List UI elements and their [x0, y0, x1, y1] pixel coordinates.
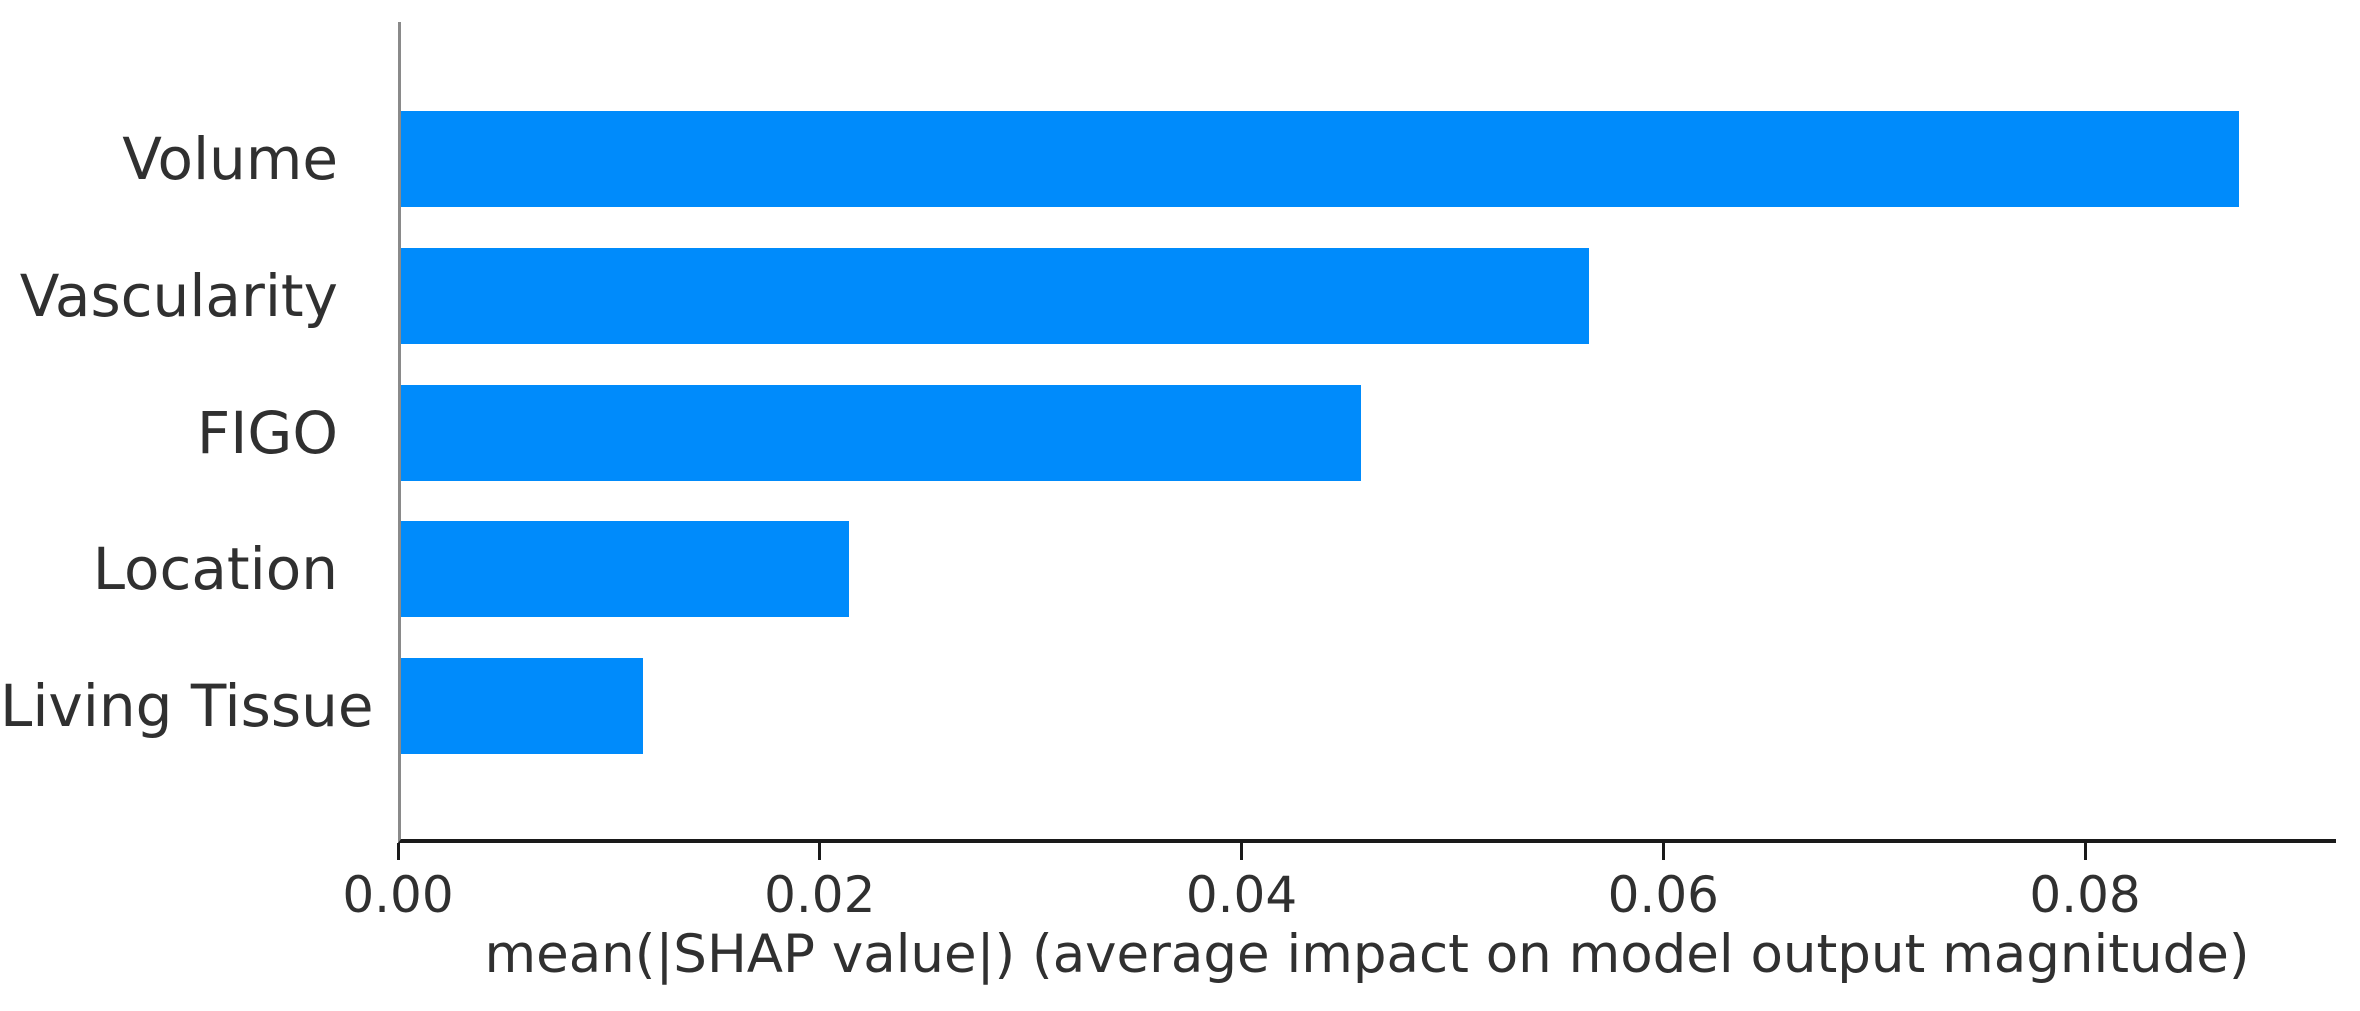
- y-tick-label: Vascularity: [19, 261, 338, 330]
- x-tick-mark: [818, 843, 822, 860]
- y-tick-label: Location: [92, 535, 338, 604]
- bar: [401, 384, 1362, 481]
- y-tick-label: FIGO: [196, 398, 338, 467]
- x-tick-label: 0.08: [2029, 866, 2141, 924]
- x-tick-label: 0.04: [1185, 866, 1298, 924]
- bar: [401, 110, 2240, 207]
- y-tick-label: Living Tissue: [0, 672, 374, 741]
- x-tick-mark: [396, 843, 400, 860]
- y-tick-label: Volume: [122, 124, 338, 193]
- x-tick-label: 0.06: [1607, 866, 1719, 924]
- x-tick-mark: [1661, 843, 1665, 860]
- x-axis: 0.00 0.02 0.04 0.06 0.08: [342, 843, 2336, 963]
- x-tick-mark: [2083, 843, 2087, 860]
- y-axis-labels: Volume Vascularity FIGO Location Living Tiss…: [0, 22, 374, 843]
- bar: [401, 521, 850, 618]
- x-tick-label: 0.02: [764, 866, 876, 924]
- bar: [401, 658, 644, 755]
- x-tick-label: 0.00: [342, 866, 454, 924]
- plot-area: [398, 22, 2336, 843]
- x-tick-mark: [1240, 843, 1244, 860]
- bar: [401, 247, 1589, 344]
- x-axis-title: mean(|SHAP value|) (average impact on mo…: [484, 924, 2250, 985]
